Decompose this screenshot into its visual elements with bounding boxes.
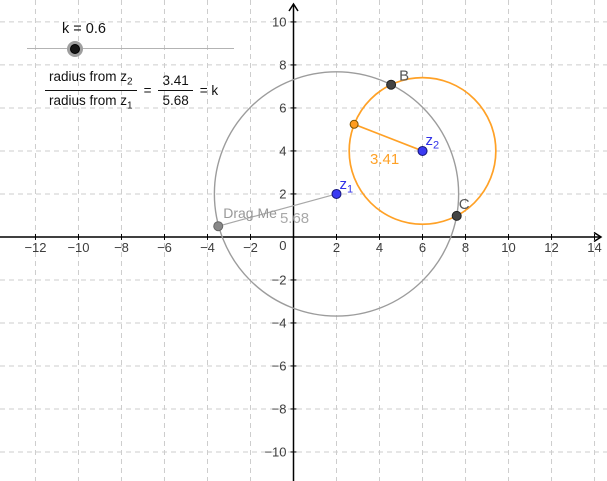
radius-z2-value: 3.41 bbox=[370, 151, 399, 168]
circle-around-z2 bbox=[348, 76, 497, 226]
ratio-formula: radius from z2 radius from z1 = 3.41 5.6… bbox=[45, 69, 218, 111]
x-axis-tick-label: −8 bbox=[114, 240, 129, 255]
radius-segment-z1 bbox=[218, 193, 337, 227]
x-axis-tick-label: 14 bbox=[587, 240, 601, 255]
slider-label: k = 0.6 bbox=[62, 21, 106, 37]
formula-numerator-subscript: 2 bbox=[127, 76, 133, 88]
y-axis-arrow-icon bbox=[288, 2, 299, 12]
y-axis-tick-label: 2 bbox=[279, 186, 286, 201]
point-C-label: C bbox=[459, 196, 470, 213]
slider-knob-ball[interactable] bbox=[70, 44, 80, 54]
point-z1-label: z1 bbox=[340, 176, 354, 196]
x-axis-tick-label: 8 bbox=[462, 240, 469, 255]
y-axis-tick-label: −10 bbox=[264, 444, 286, 459]
x-axis-tick-label: 10 bbox=[501, 240, 515, 255]
point-z1[interactable] bbox=[331, 188, 342, 199]
x-axis-tick-label: 6 bbox=[419, 240, 426, 255]
x-axis-tick-label: −6 bbox=[157, 240, 172, 255]
x-axis-tick-label: −10 bbox=[67, 240, 89, 255]
y-axis-tick-label: 10 bbox=[272, 14, 286, 29]
y-axis-tick-label: 6 bbox=[279, 100, 286, 115]
radius-segment-z2 bbox=[353, 123, 423, 152]
x-axis-tick-label: −2 bbox=[243, 240, 258, 255]
y-axis-tick-label: −2 bbox=[272, 272, 287, 287]
slider-track[interactable] bbox=[27, 48, 234, 49]
point-B bbox=[386, 79, 397, 90]
formula-denominator-text: radius from z bbox=[49, 92, 128, 108]
origin-label: 0 bbox=[279, 238, 286, 253]
formula-ratio-numerator: 3.41 bbox=[158, 73, 193, 91]
orange-radius-point[interactable] bbox=[349, 119, 359, 129]
formula-numerator: radius from z2 bbox=[45, 69, 137, 91]
slider-knob[interactable] bbox=[67, 41, 83, 57]
formula-ratio-denominator: 5.68 bbox=[162, 92, 189, 108]
formula-equals-k: = k bbox=[199, 82, 219, 98]
y-axis-tick-label: 8 bbox=[279, 57, 286, 72]
drag-point-label: Drag Me bbox=[223, 205, 277, 221]
x-axis-arrow-icon bbox=[593, 231, 603, 243]
formula-numerator-text: radius from z bbox=[49, 69, 128, 84]
x-axis-tick-label: −12 bbox=[24, 240, 46, 255]
drag-point[interactable] bbox=[213, 221, 224, 232]
x-axis-tick-label: 12 bbox=[544, 240, 558, 255]
radius-z1-value: 5.68 bbox=[280, 210, 309, 227]
point-B-label: B bbox=[399, 68, 409, 85]
formula-word-fraction: radius from z2 radius from z1 bbox=[45, 69, 137, 111]
x-axis-tick-label: 2 bbox=[333, 240, 340, 255]
formula-denominator-subscript: 1 bbox=[127, 100, 133, 112]
point-z2[interactable] bbox=[417, 145, 428, 156]
x-axis-tick-label: 4 bbox=[376, 240, 383, 255]
formula-denominator: radius from z1 bbox=[45, 91, 137, 112]
point-z2-label: z2 bbox=[426, 132, 440, 152]
y-axis-tick-label: −4 bbox=[272, 315, 287, 330]
circle-around-z1 bbox=[213, 71, 460, 317]
x-axis-tick-label: −4 bbox=[200, 240, 215, 255]
formula-equals-1: = bbox=[143, 82, 152, 98]
point-C bbox=[451, 210, 462, 221]
y-axis-tick-label: 4 bbox=[279, 143, 286, 158]
y-axis-tick-label: −8 bbox=[272, 401, 287, 416]
formula-value-fraction: 3.41 5.68 bbox=[158, 73, 193, 108]
y-axis-tick-label: −6 bbox=[272, 358, 287, 373]
